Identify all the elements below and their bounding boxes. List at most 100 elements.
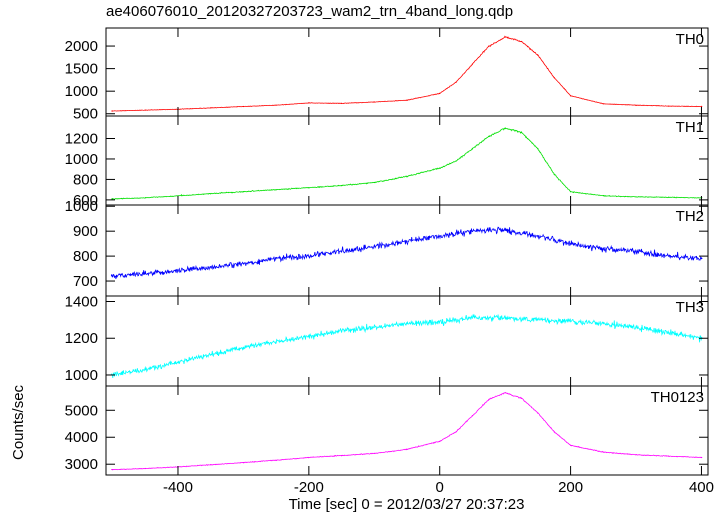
chart-title: ae406076010_20120327203723_wam2_trn_4ban… <box>106 3 513 20</box>
trace-th0123 <box>111 393 702 470</box>
y-tick-label: 1500 <box>65 61 98 78</box>
data-point-th0 <box>505 36 506 37</box>
y-axis-label: Counts/sec <box>10 385 27 460</box>
data-point-th1 <box>488 136 489 137</box>
data-point-th0123 <box>554 431 555 432</box>
data-point-th2 <box>276 258 277 259</box>
data-point-th0 <box>488 46 489 47</box>
panel-label-th0123: TH0123 <box>651 389 704 406</box>
data-point-th1 <box>554 174 555 175</box>
y-tick-label: 1200 <box>65 131 98 148</box>
data-point-th1 <box>276 189 277 190</box>
data-point-th0 <box>603 103 604 104</box>
data-point-th0123 <box>374 453 375 454</box>
x-tick-label: -400 <box>163 479 193 496</box>
data-point-th2 <box>505 229 506 230</box>
panel-label-th0: TH0 <box>676 31 704 48</box>
data-point-th0123 <box>145 468 146 469</box>
data-point-th2 <box>210 267 211 268</box>
panel-frame-th0123 <box>106 386 708 475</box>
data-point-th2 <box>635 251 636 252</box>
data-point-th3 <box>145 369 146 370</box>
y-tick-label: 1000 <box>65 198 98 215</box>
data-point-th1 <box>243 191 244 192</box>
panel-label-th2: TH2 <box>676 208 704 225</box>
panel-frame-th3 <box>106 296 708 386</box>
data-point-th0 <box>243 106 244 107</box>
data-point-th0123 <box>439 441 440 442</box>
data-point-th1 <box>570 191 571 192</box>
data-point-th0123 <box>537 412 538 413</box>
panel-frame-th0 <box>106 28 708 116</box>
y-tick-label: 800 <box>73 171 98 188</box>
y-tick-label: 500 <box>73 106 98 123</box>
x-axis-label: Time [sec] 0 = 2012/03/27 20:37:23 <box>0 496 723 513</box>
data-point-th0123 <box>308 457 309 458</box>
data-point-th2 <box>145 273 146 274</box>
data-point-th3 <box>472 317 473 318</box>
data-point-th1 <box>341 185 342 186</box>
data-point-th0123 <box>488 399 489 400</box>
data-point-th1 <box>406 176 407 177</box>
data-point-th1 <box>521 132 522 133</box>
data-point-th0123 <box>603 452 604 453</box>
data-point-th0 <box>112 110 113 111</box>
data-point-th3 <box>406 323 407 324</box>
data-point-th1 <box>112 198 113 199</box>
panel-label-th3: TH3 <box>676 299 704 316</box>
data-point-th0 <box>439 93 440 94</box>
data-point-th3 <box>243 347 244 348</box>
data-point-th0123 <box>406 449 407 450</box>
data-point-th1 <box>145 197 146 198</box>
data-point-th0123 <box>243 462 244 463</box>
data-point-th0123 <box>521 398 522 399</box>
data-point-th0 <box>521 41 522 42</box>
trace-th1 <box>111 128 702 199</box>
data-point-th2 <box>668 256 669 257</box>
data-point-th3 <box>668 332 669 333</box>
data-point-th0123 <box>570 445 571 446</box>
data-point-th3 <box>374 327 375 328</box>
data-point-th0 <box>210 107 211 108</box>
data-point-th0123 <box>276 460 277 461</box>
data-point-th1 <box>456 160 457 161</box>
data-point-th3 <box>505 317 506 318</box>
data-point-th3 <box>177 362 178 363</box>
data-point-th2 <box>406 241 407 242</box>
data-point-th0123 <box>210 464 211 465</box>
data-point-th0 <box>554 77 555 78</box>
data-point-th0 <box>570 95 571 96</box>
panel-label-th1: TH1 <box>676 119 704 136</box>
data-point-th2 <box>570 243 571 244</box>
data-point-th1 <box>439 168 440 169</box>
data-point-th0123 <box>668 456 669 457</box>
data-point-th1 <box>635 196 636 197</box>
data-point-th2 <box>439 236 440 237</box>
data-point-th3 <box>439 321 440 322</box>
data-point-th2 <box>603 248 604 249</box>
data-point-th1 <box>603 195 604 196</box>
data-point-th2 <box>112 276 113 277</box>
data-point-th3 <box>341 330 342 331</box>
y-tick-label: 700 <box>73 273 98 290</box>
data-point-th0123 <box>472 415 473 416</box>
x-tick-label: 200 <box>558 479 583 496</box>
data-point-th2 <box>308 256 309 257</box>
y-axis-label-wrapper: Counts/sec <box>8 160 28 360</box>
data-point-th0123 <box>701 457 702 458</box>
data-point-th0123 <box>341 455 342 456</box>
data-point-th0 <box>341 103 342 104</box>
data-point-th3 <box>603 323 604 324</box>
data-point-th0 <box>308 102 309 103</box>
data-point-th0123 <box>505 392 506 393</box>
data-point-th0 <box>406 100 407 101</box>
y-tick-label: 2000 <box>65 38 98 55</box>
x-tick-label: 400 <box>689 479 714 496</box>
data-point-th1 <box>308 187 309 188</box>
y-tick-label: 1000 <box>65 83 98 100</box>
y-tick-label: 5000 <box>65 402 98 419</box>
data-point-th0 <box>276 105 277 106</box>
data-point-th3 <box>308 336 309 337</box>
data-point-th0123 <box>112 469 113 470</box>
